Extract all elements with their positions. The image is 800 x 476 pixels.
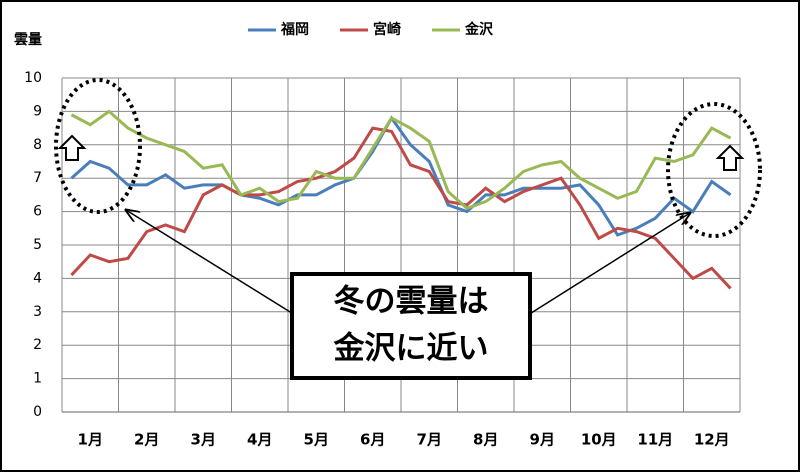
x-tick-label: 8月 — [473, 431, 498, 449]
annotation-box — [290, 272, 532, 380]
y-tick-label: 5 — [33, 237, 42, 253]
highlight-ellipse — [666, 102, 762, 238]
y-tick-label: 4 — [33, 270, 42, 286]
x-tick-label: 10月 — [581, 431, 617, 449]
x-tick-label: 7月 — [417, 431, 442, 449]
x-tick-label: 4月 — [247, 431, 272, 449]
annotation: 金沢に近い — [333, 331, 489, 367]
y-tick-label: 1 — [33, 371, 42, 387]
x-tick-label: 2月 — [134, 431, 159, 449]
series-line — [70, 115, 732, 237]
legend-label: 福岡 — [280, 21, 309, 38]
up-arrow — [57, 134, 87, 161]
pointer-arrow — [527, 213, 690, 316]
y-tick-label: 8 — [33, 137, 42, 153]
series-line — [70, 109, 732, 210]
x-tick-label: 6月 — [360, 431, 385, 449]
y-axis-label: 雲量 — [14, 31, 42, 48]
x-tick-label: 9月 — [530, 431, 555, 449]
y-tick-label: 2 — [33, 337, 42, 353]
legend-label: 宮崎 — [373, 21, 401, 38]
y-tick-label: 6 — [33, 204, 42, 220]
x-tick-label: 3月 — [191, 431, 216, 449]
legend-label: 金沢 — [464, 21, 494, 38]
y-tick-label: 3 — [33, 304, 42, 320]
annotation: 冬の雲量は — [334, 284, 489, 320]
series-line — [70, 126, 732, 290]
y-tick-label: 0 — [33, 404, 42, 420]
y-tick-label: 10 — [24, 70, 42, 86]
pointer-arrow — [126, 210, 296, 316]
highlight-ellipse — [54, 78, 142, 214]
y-tick-label: 7 — [33, 170, 42, 186]
x-tick-label: 12月 — [694, 431, 730, 449]
x-tick-label: 11月 — [637, 431, 673, 449]
x-tick-label: 1月 — [78, 431, 103, 449]
up-arrow — [715, 144, 745, 171]
x-tick-label: 5月 — [304, 431, 329, 449]
y-tick-label: 9 — [33, 103, 42, 119]
